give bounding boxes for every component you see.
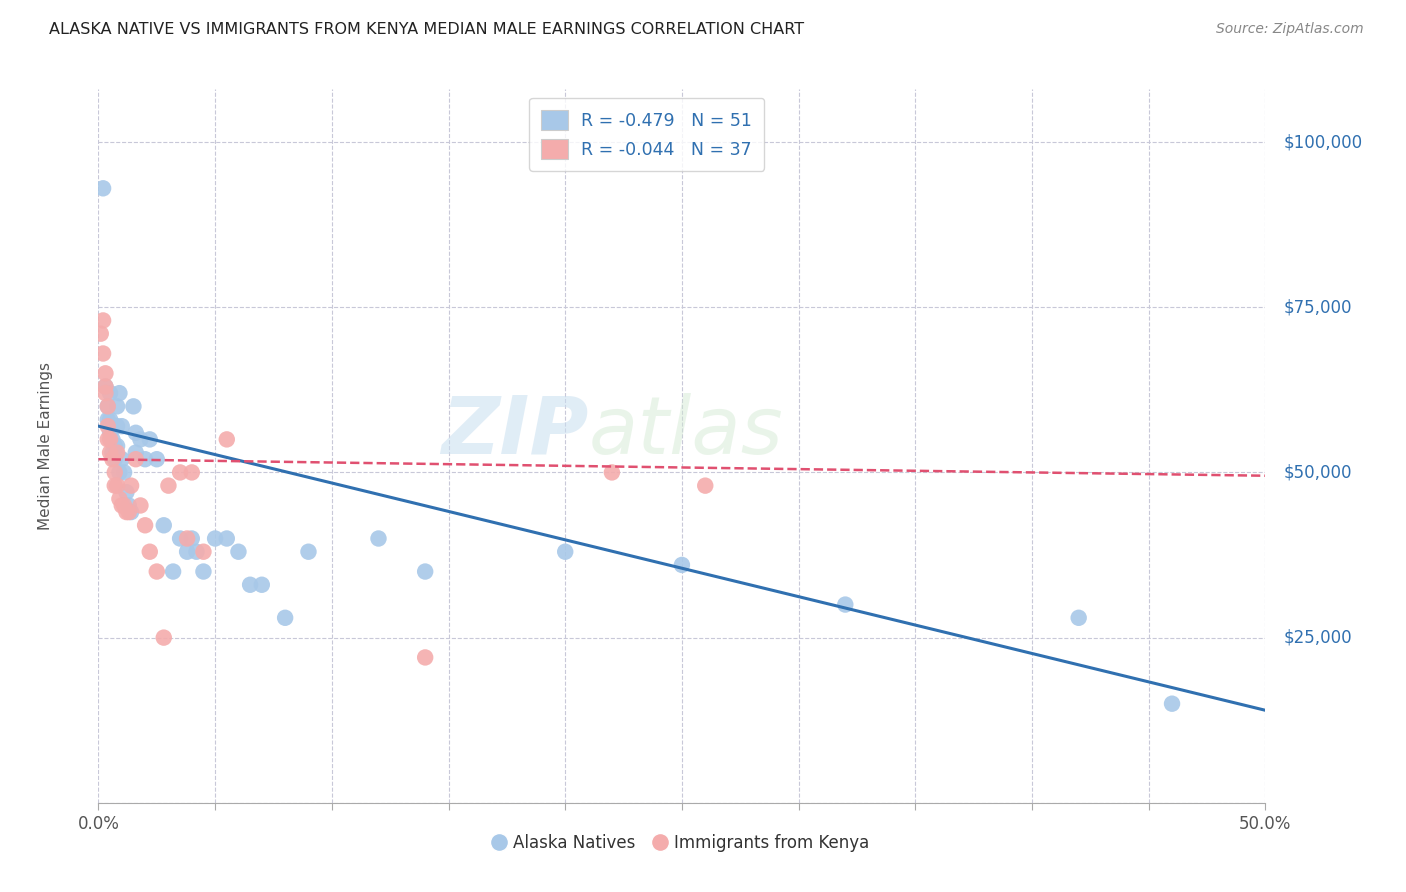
Point (125, 425, 148, 440)
Point (139, 433, 162, 447)
Point (115, 485, 138, 500)
Point (134, 452, 156, 467)
Point (176, 532, 198, 546)
Point (97, 400, 120, 414)
Point (1067, 611, 1090, 625)
Text: ALASKA NATIVE VS IMMIGRANTS FROM KENYA MEDIAN MALE EARNINGS CORRELATION CHART: ALASKA NATIVE VS IMMIGRANTS FROM KENYA M… (49, 22, 804, 37)
Point (129, 499, 152, 513)
Point (600, 466, 623, 480)
Point (94, 379, 117, 393)
Point (105, 445, 128, 459)
Point (193, 545, 215, 559)
Point (104, 439, 127, 453)
Point (94, 386, 117, 401)
Point (101, 452, 124, 467)
Text: $25,000: $25,000 (1284, 629, 1353, 647)
Point (101, 433, 124, 447)
Point (118, 499, 141, 513)
Point (111, 452, 134, 467)
Point (108, 386, 131, 401)
Text: atlas: atlas (589, 392, 783, 471)
Text: Median Male Earnings: Median Male Earnings (38, 362, 53, 530)
Point (671, 558, 693, 572)
Point (112, 466, 135, 480)
Point (125, 452, 148, 467)
Point (834, 598, 856, 612)
Point (105, 400, 128, 414)
Point (134, 518, 156, 533)
Point (104, 419, 127, 434)
Point (91, 313, 114, 327)
Point (215, 433, 238, 447)
Point (94, 367, 117, 381)
Point (98, 425, 121, 440)
Text: Source: ZipAtlas.com: Source: ZipAtlas.com (1216, 22, 1364, 37)
Point (104, 466, 127, 480)
Point (98, 386, 121, 401)
Point (111, 499, 134, 513)
Text: $100,000: $100,000 (1284, 133, 1364, 151)
Point (554, 545, 576, 559)
Point (115, 505, 138, 519)
Point (239, 578, 262, 592)
Point (204, 532, 226, 546)
Point (152, 518, 174, 533)
Point (139, 545, 162, 559)
Point (97, 412, 120, 426)
Point (162, 565, 184, 579)
Point (101, 445, 124, 459)
Point (94, 379, 117, 393)
Point (122, 400, 145, 414)
Point (97, 419, 120, 434)
Point (120, 478, 142, 492)
Text: ZIP: ZIP (441, 392, 589, 471)
Point (105, 419, 128, 434)
Text: $50,000: $50,000 (1284, 464, 1353, 482)
Point (186, 545, 208, 559)
Point (413, 650, 436, 665)
Point (169, 466, 191, 480)
Point (105, 439, 128, 453)
Point (90, 326, 112, 341)
Text: $75,000: $75,000 (1284, 298, 1353, 317)
Point (125, 445, 148, 459)
Point (180, 532, 202, 546)
Point (104, 452, 127, 467)
Point (180, 466, 202, 480)
Point (169, 532, 191, 546)
Legend: Alaska Natives, Immigrants from Kenya: Alaska Natives, Immigrants from Kenya (488, 828, 876, 859)
Point (129, 433, 152, 447)
Point (120, 505, 142, 519)
Point (118, 505, 141, 519)
Point (98, 433, 121, 447)
Point (111, 419, 134, 434)
Point (193, 565, 215, 579)
Point (250, 578, 273, 592)
Point (152, 631, 174, 645)
Point (274, 611, 297, 625)
Point (98, 412, 121, 426)
Point (1161, 697, 1184, 711)
Point (91, 181, 114, 195)
Point (297, 545, 319, 559)
Point (91, 346, 114, 360)
Point (146, 565, 169, 579)
Point (98, 445, 121, 459)
Point (157, 478, 180, 492)
Point (228, 545, 250, 559)
Point (367, 532, 389, 546)
Point (97, 400, 120, 414)
Point (146, 452, 169, 467)
Point (695, 478, 717, 492)
Point (108, 466, 131, 480)
Point (104, 478, 127, 492)
Point (413, 565, 436, 579)
Point (112, 499, 135, 513)
Point (108, 491, 131, 506)
Point (105, 478, 128, 492)
Point (215, 532, 238, 546)
Point (176, 545, 198, 559)
Point (97, 433, 120, 447)
